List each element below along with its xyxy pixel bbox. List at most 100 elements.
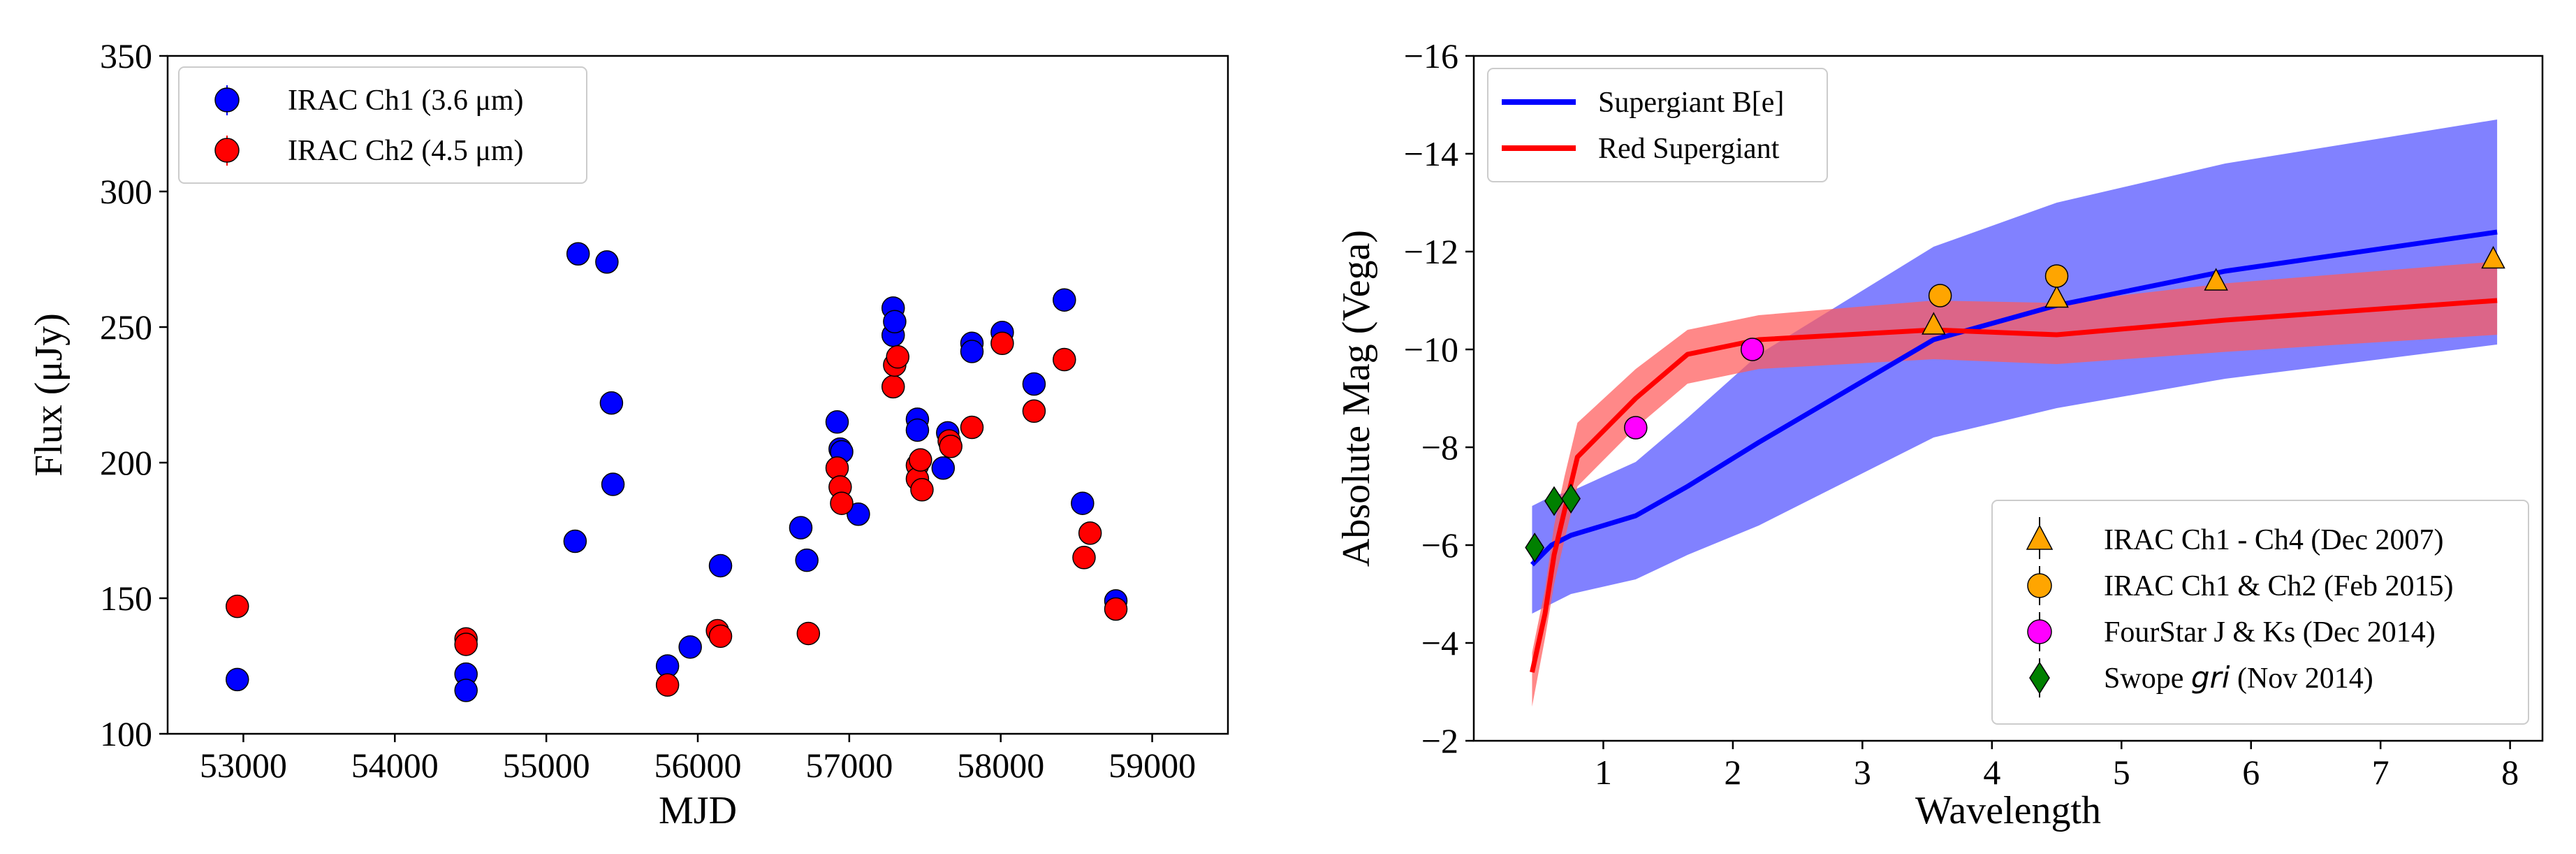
right-y-tick-label: −16 bbox=[1404, 36, 1458, 75]
ch1-flux-point bbox=[563, 529, 587, 553]
ch2-flux-point bbox=[830, 491, 854, 515]
ch2-flux-point bbox=[939, 434, 963, 458]
left-y-tick-label: 250 bbox=[100, 307, 152, 347]
right-x-tick-label: 2 bbox=[1724, 753, 1741, 792]
right-y-axis-ticks: −2 −4 −6 −8 −10 −12 −14 −16 bbox=[1404, 36, 1474, 760]
ch1-flux-point bbox=[905, 418, 930, 442]
ch1-flux-point bbox=[708, 553, 733, 578]
legend-swope-label: Swope gri (Nov 2014) bbox=[2104, 660, 2373, 695]
ch2-flux-point bbox=[708, 624, 733, 649]
ch1-flux-point bbox=[795, 548, 819, 572]
irac-ch1-ch4-point bbox=[1922, 312, 1946, 335]
ch1-flux-point bbox=[678, 635, 702, 659]
legend-swope-label-filters: gri bbox=[2191, 660, 2230, 695]
irac-ch1-ch2-point bbox=[1928, 284, 1952, 307]
left-y-tick-label: 300 bbox=[100, 172, 152, 211]
ch2-flux-point bbox=[1022, 399, 1046, 424]
ch2-flux-point bbox=[886, 345, 910, 369]
irac-ch1-ch2-point bbox=[2044, 264, 2069, 288]
irac-ch1-ch4-point bbox=[2481, 245, 2505, 269]
legend-ch1-marker bbox=[214, 87, 240, 113]
legend-irac-ch1-ch2-marker bbox=[2027, 573, 2052, 598]
right-y-tick-label: −2 bbox=[1421, 721, 1458, 760]
legend-red-supergiant-label: Red Supergiant bbox=[1598, 133, 1780, 165]
ch2-flux-point bbox=[990, 331, 1014, 356]
ch2-flux-point bbox=[960, 415, 984, 440]
swope-point bbox=[1525, 533, 1545, 563]
left-y-axis-label: Flux (μJy) bbox=[27, 313, 71, 477]
left-y-axis-ticks: 100 150 200 250 300 350 bbox=[100, 36, 168, 753]
supergiant-be-band bbox=[1532, 120, 2498, 614]
ch1-flux-point bbox=[931, 456, 956, 480]
right-x-axis-label: Wavelength bbox=[1915, 789, 2101, 832]
ch2-flux-point bbox=[655, 673, 680, 697]
ch2-flux-point bbox=[909, 448, 932, 472]
left-x-tick-label: 58000 bbox=[957, 746, 1044, 785]
ch1-flux-point bbox=[789, 516, 813, 540]
ch1-flux-point bbox=[1022, 372, 1046, 396]
irac-ch1-ch4-point bbox=[2044, 284, 2069, 308]
fourstar-point bbox=[1740, 338, 1764, 361]
left-x-tick-label: 55000 bbox=[503, 746, 590, 785]
right-y-axis-label: Absolute Mag (Vega) bbox=[1335, 230, 1378, 567]
left-x-tick-label: 53000 bbox=[200, 746, 287, 785]
flux-light-curve-chart: 53000 54000 55000 56000 57000 58000 59000 1001… bbox=[27, 36, 1229, 832]
right-line-legend: Supergiant B[e] Red Supergiant bbox=[1487, 68, 1828, 182]
left-y-tick-label: 350 bbox=[100, 36, 152, 75]
ch2-flux-point bbox=[910, 478, 934, 502]
right-x-tick-label: 6 bbox=[2242, 753, 2260, 792]
ch1-flux-point bbox=[1071, 491, 1095, 515]
legend-ch2-marker bbox=[214, 138, 240, 163]
right-y-tick-label: −10 bbox=[1404, 330, 1458, 369]
supergiant-be-line bbox=[1530, 229, 2498, 567]
ch1-flux-point bbox=[599, 391, 624, 415]
ch2-flux-point bbox=[1072, 546, 1096, 570]
right-x-tick-label: 8 bbox=[2501, 753, 2519, 792]
ch2-flux-point bbox=[1078, 521, 1102, 545]
legend-swope-marker bbox=[2029, 661, 2050, 695]
left-legend: IRAC Ch1 (3.6 μm) IRAC Ch2 (4.5 μm) bbox=[178, 66, 587, 184]
ch2-flux-point bbox=[454, 632, 478, 656]
ch1-flux-point bbox=[960, 340, 984, 363]
right-marker-legend-box bbox=[1991, 500, 2529, 725]
swope-point bbox=[1561, 484, 1581, 514]
right-y-tick-label: −8 bbox=[1421, 428, 1458, 467]
fourstar-point bbox=[1624, 416, 1648, 440]
legend-supergiant-be-label: Supergiant B[e] bbox=[1598, 87, 1784, 119]
right-model-lines bbox=[1530, 229, 2498, 673]
ch2-flux-point bbox=[881, 375, 905, 399]
left-data-points bbox=[226, 242, 1128, 702]
right-x-tick-label: 4 bbox=[1983, 753, 2000, 792]
right-marker-legend: IRAC Ch1 - Ch4 (Dec 2007) IRAC Ch1 & Ch2… bbox=[1991, 500, 2529, 725]
right-y-tick-label: −14 bbox=[1404, 134, 1458, 173]
irac-ch1-ch4-point bbox=[2204, 268, 2228, 291]
left-legend-box bbox=[178, 66, 587, 184]
red-supergiant-line bbox=[1530, 298, 2498, 673]
ch1-flux-point bbox=[595, 250, 619, 274]
ch1-flux-point bbox=[1053, 288, 1076, 312]
left-x-tick-label: 59000 bbox=[1108, 746, 1196, 785]
ch1-flux-point bbox=[847, 502, 870, 526]
legend-irac-ch1-ch2-label: IRAC Ch1 & Ch2 (Feb 2015) bbox=[2104, 570, 2454, 602]
left-x-tick-label: 56000 bbox=[654, 746, 742, 785]
right-x-tick-label: 5 bbox=[2113, 753, 2130, 792]
legend-swope-label-prefix: Swope bbox=[2104, 663, 2191, 695]
ch2-flux-point bbox=[796, 621, 821, 646]
legend-swope-label-suffix: (Nov 2014) bbox=[2230, 663, 2373, 695]
ch1-flux-point bbox=[454, 679, 478, 702]
right-plot-frame bbox=[1472, 55, 2544, 742]
left-y-tick-label: 100 bbox=[100, 714, 152, 753]
legend-irac-ch1-ch4-label: IRAC Ch1 - Ch4 (Dec 2007) bbox=[2104, 524, 2443, 556]
legend-fourstar-label: FourStar J & Ks (Dec 2014) bbox=[2104, 616, 2436, 649]
right-observation-markers bbox=[1525, 245, 2505, 563]
swope-point bbox=[1544, 486, 1564, 516]
ch1-flux-point bbox=[566, 242, 590, 266]
ch1-flux-point bbox=[883, 310, 907, 333]
legend-fourstar-marker bbox=[2027, 619, 2052, 644]
right-y-tick-label: −12 bbox=[1404, 232, 1458, 271]
ch2-flux-point bbox=[226, 594, 249, 618]
legend-ch1-label: IRAC Ch1 (3.6 μm) bbox=[288, 85, 524, 117]
left-x-tick-label: 54000 bbox=[351, 746, 439, 785]
right-y-tick-label: −6 bbox=[1421, 526, 1458, 565]
